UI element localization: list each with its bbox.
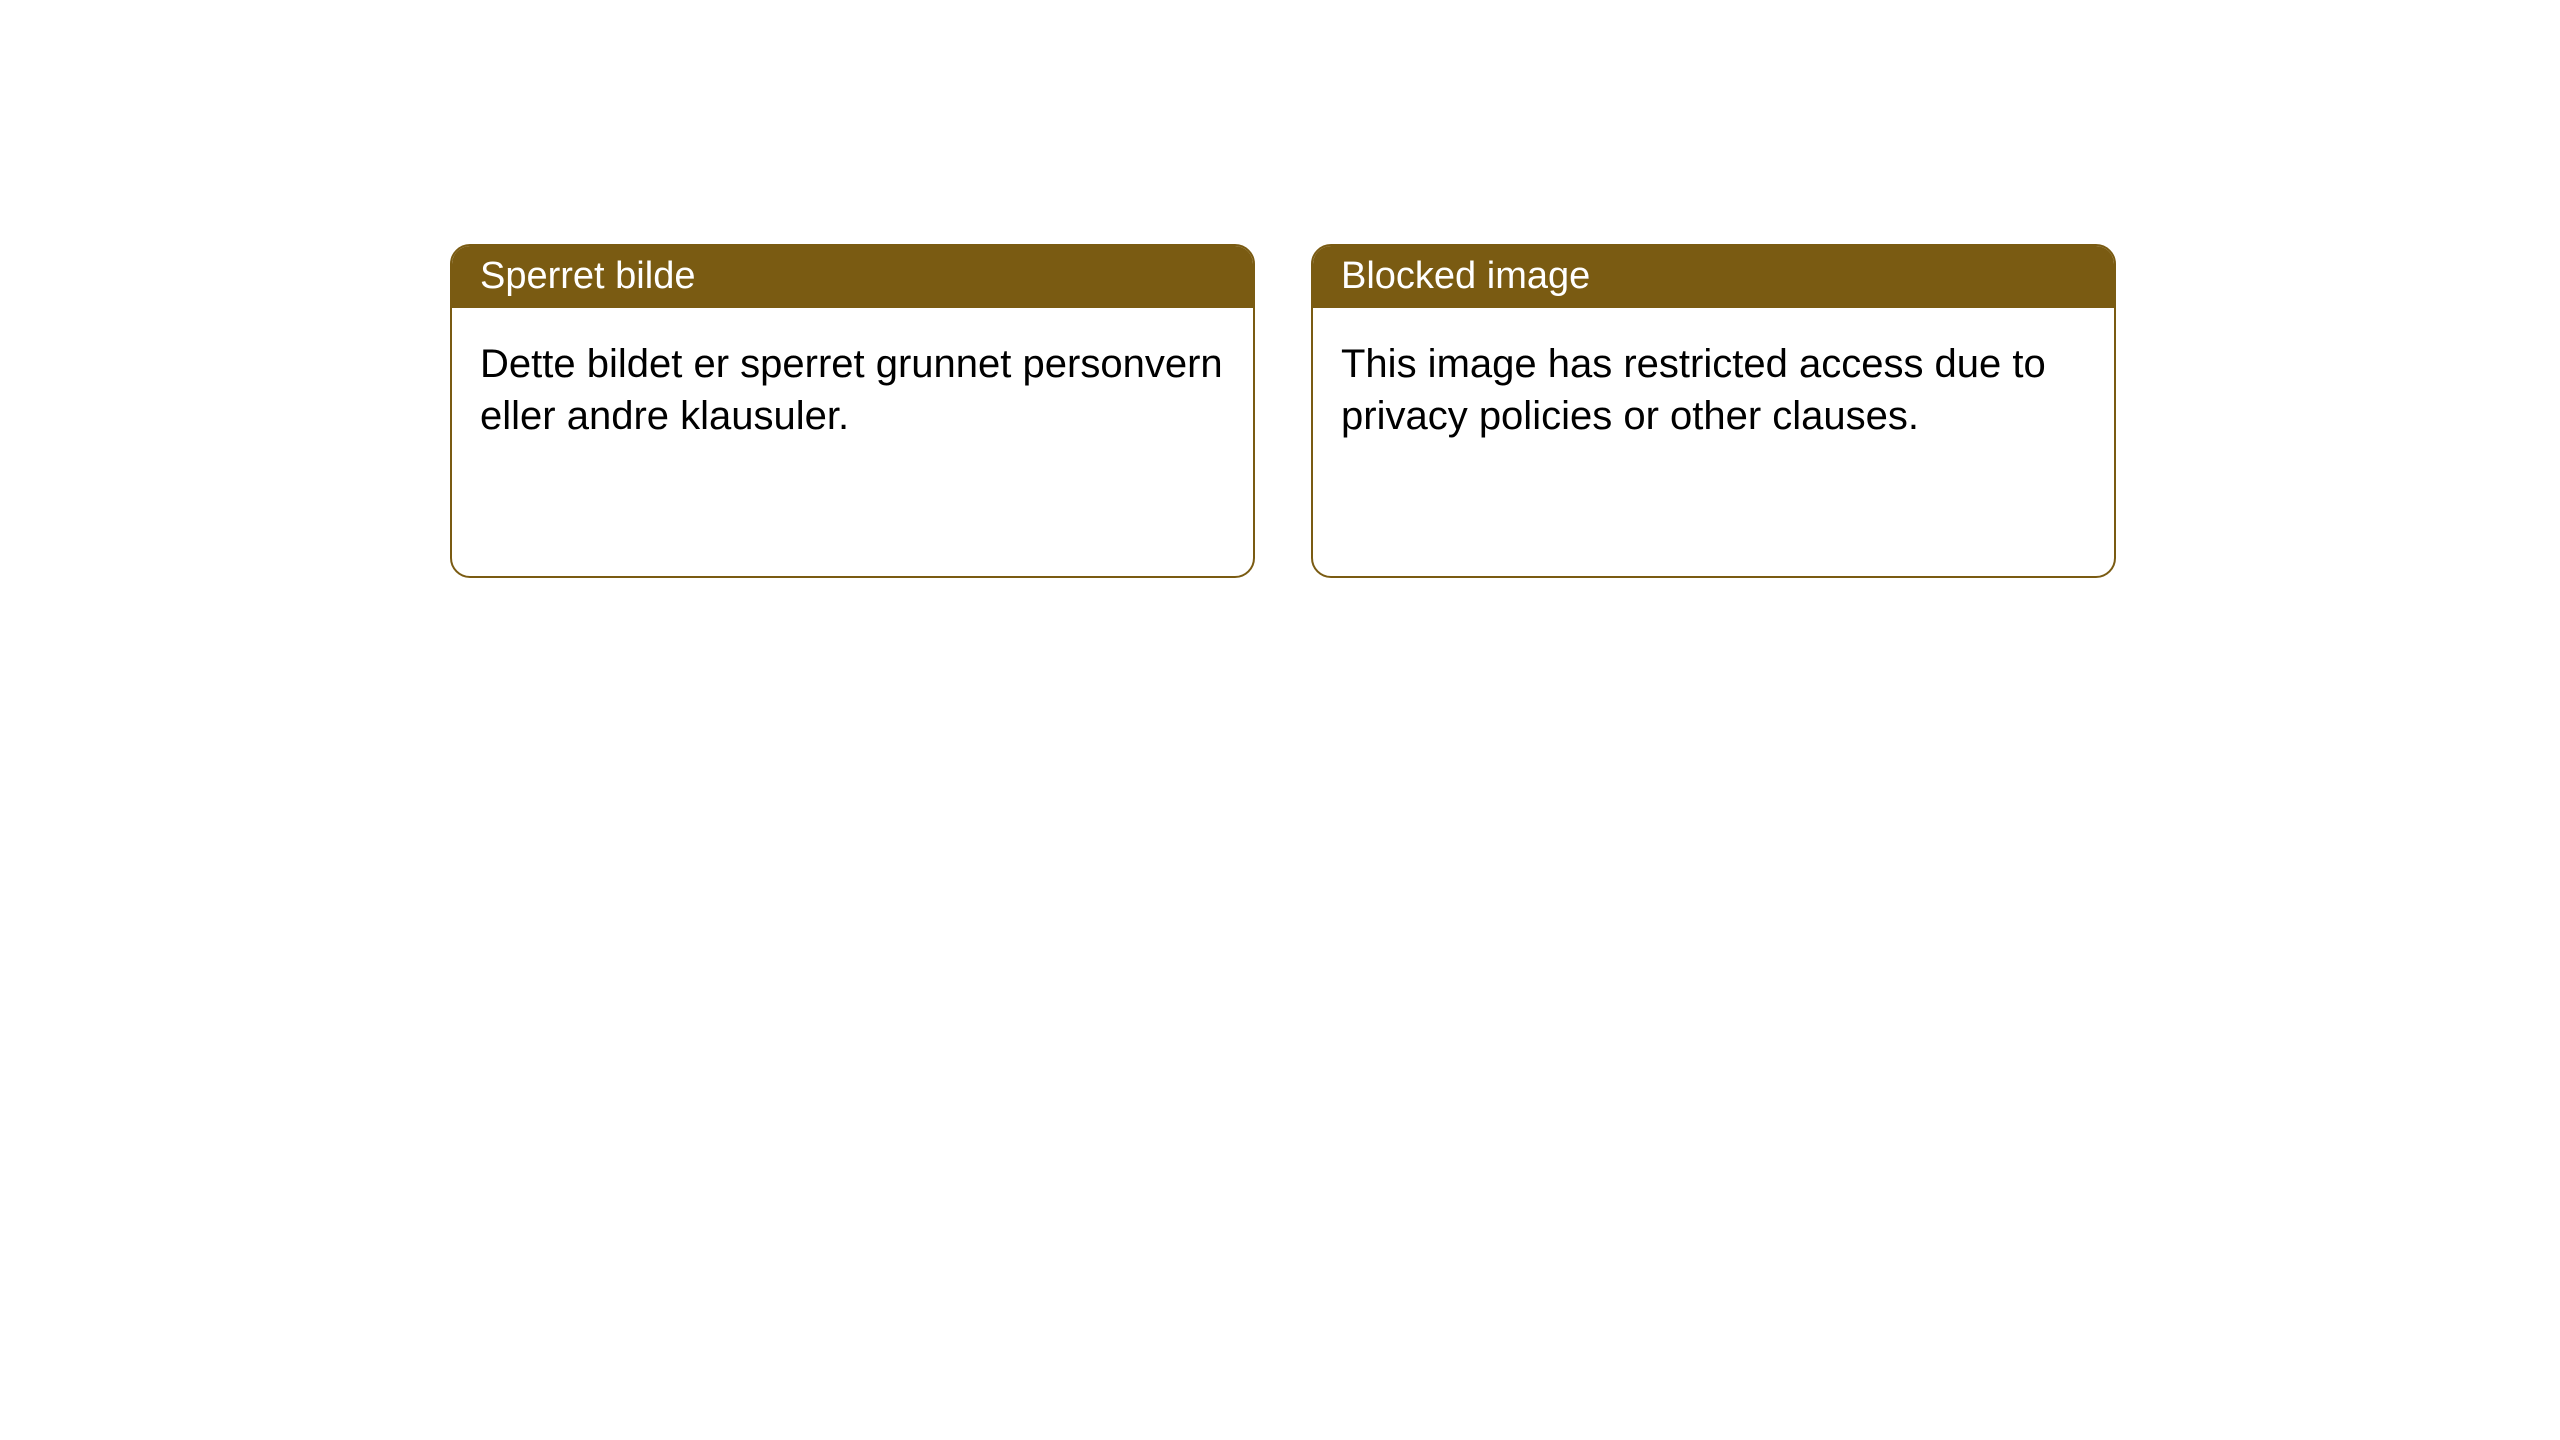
notice-title: Sperret bilde [452,246,1253,308]
notice-container: Sperret bilde Dette bildet er sperret gr… [0,0,2560,578]
notice-card-english: Blocked image This image has restricted … [1311,244,2116,578]
notice-title: Blocked image [1313,246,2114,308]
notice-message: This image has restricted access due to … [1313,308,2114,462]
notice-message: Dette bildet er sperret grunnet personve… [452,308,1253,462]
notice-card-norwegian: Sperret bilde Dette bildet er sperret gr… [450,244,1255,578]
